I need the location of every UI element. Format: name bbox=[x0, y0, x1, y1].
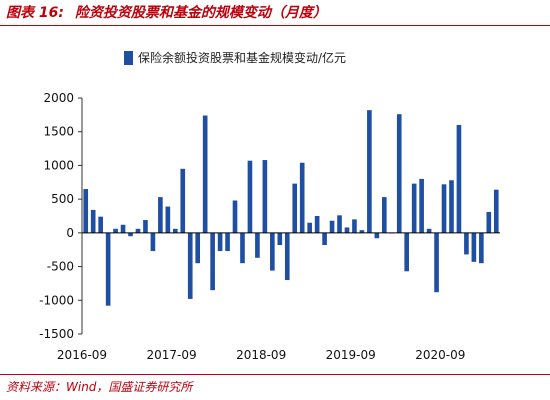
bar bbox=[83, 189, 89, 233]
bar bbox=[262, 160, 268, 233]
bar bbox=[98, 216, 103, 233]
bar bbox=[374, 232, 380, 239]
bar bbox=[479, 232, 484, 264]
bar bbox=[486, 211, 492, 233]
y-tick-label: -500 bbox=[47, 260, 74, 274]
y-tick-label: -1000 bbox=[39, 293, 74, 307]
y-tick-label: 1500 bbox=[43, 125, 74, 139]
bar bbox=[426, 228, 432, 233]
bar bbox=[187, 232, 193, 299]
y-tick-label: 2000 bbox=[43, 91, 74, 105]
chart-legend: 保险余额投资股票和基金规模变动/亿元 bbox=[124, 49, 346, 66]
x-tick-label: 2019-09 bbox=[326, 348, 376, 362]
bar bbox=[307, 222, 312, 233]
bar bbox=[202, 115, 208, 233]
bar bbox=[255, 232, 260, 258]
bar bbox=[217, 232, 223, 252]
legend-swatch bbox=[124, 50, 133, 65]
bar bbox=[165, 206, 171, 233]
bar bbox=[225, 232, 230, 252]
bar bbox=[471, 232, 477, 262]
x-tick-label: 2017-09 bbox=[147, 348, 197, 362]
bar bbox=[337, 215, 342, 233]
bar bbox=[232, 200, 238, 233]
figure-label: 图表 16: bbox=[6, 5, 64, 21]
bar bbox=[172, 228, 178, 233]
bar bbox=[150, 232, 156, 252]
x-tick-label: 2020-09 bbox=[415, 348, 465, 362]
bar bbox=[344, 227, 350, 233]
bar bbox=[113, 228, 118, 233]
bar bbox=[90, 209, 96, 233]
bar bbox=[434, 232, 439, 293]
bar bbox=[441, 184, 447, 233]
bar bbox=[464, 232, 469, 255]
bar bbox=[322, 232, 327, 245]
y-tick-label: -1500 bbox=[39, 327, 74, 341]
bar bbox=[105, 232, 111, 306]
bar bbox=[381, 197, 387, 233]
bar bbox=[299, 162, 305, 233]
bar bbox=[240, 232, 245, 264]
bar bbox=[143, 220, 148, 233]
bar bbox=[419, 178, 424, 233]
bar bbox=[284, 232, 290, 281]
bar bbox=[195, 232, 201, 264]
bar bbox=[449, 180, 454, 233]
bar bbox=[404, 232, 410, 272]
bar bbox=[329, 220, 335, 233]
bar bbox=[128, 232, 133, 237]
bar bbox=[456, 124, 462, 233]
bar bbox=[120, 224, 126, 233]
source-note: 资料来源：Wind，国盛证券研究所 bbox=[0, 374, 550, 400]
bar bbox=[352, 219, 357, 233]
bar bbox=[210, 232, 215, 291]
bar bbox=[314, 216, 320, 233]
x-tick-label: 2018-09 bbox=[236, 348, 286, 362]
bar bbox=[135, 228, 141, 233]
chart-title-bar: 图表 16: 险资投资股票和基金的规模变动（月度） bbox=[0, 0, 550, 26]
bar bbox=[292, 183, 298, 233]
legend-label: 保险余额投资股票和基金规模变动/亿元 bbox=[138, 51, 347, 65]
chart-title: 险资投资股票和基金的规模变动（月度） bbox=[74, 5, 327, 21]
bar bbox=[367, 110, 372, 233]
bar bbox=[158, 197, 163, 233]
bar bbox=[277, 232, 283, 245]
bar bbox=[247, 160, 253, 233]
x-tick-label: 2016-09 bbox=[57, 348, 107, 362]
bar bbox=[411, 183, 417, 233]
y-tick-label: 500 bbox=[51, 192, 74, 206]
y-tick-label: 1000 bbox=[43, 158, 74, 172]
bar bbox=[359, 230, 365, 233]
bar bbox=[180, 168, 186, 233]
bar bbox=[493, 189, 499, 233]
bar bbox=[396, 114, 402, 233]
y-tick-label: 0 bbox=[66, 226, 74, 240]
bar bbox=[270, 232, 275, 271]
